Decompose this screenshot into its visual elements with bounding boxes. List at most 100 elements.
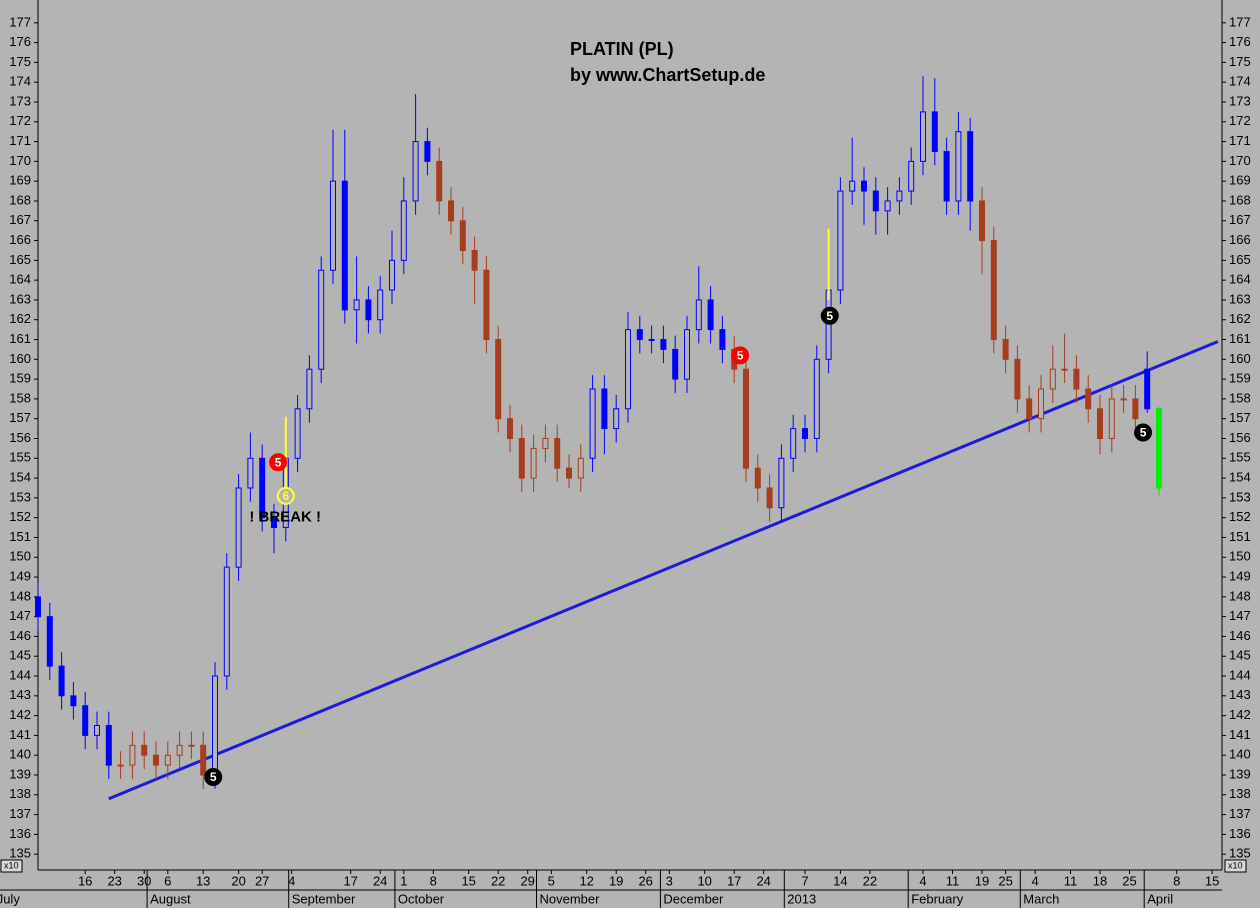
- candle-body: [861, 180, 867, 192]
- candle-body: [365, 299, 372, 321]
- y-tick-label: 157: [1229, 410, 1251, 425]
- y-tick-label: 144: [1229, 667, 1251, 682]
- x-tick-label: 19: [975, 873, 989, 888]
- trend-line: [108, 340, 1219, 801]
- x-tick-label: 23: [107, 873, 121, 888]
- y-tick-label: 168: [9, 192, 31, 207]
- y-tick-label: 141: [9, 727, 31, 742]
- month-label: November: [540, 891, 601, 906]
- x-tick-label: 7: [801, 873, 808, 888]
- x-tick-label: 25: [1122, 873, 1136, 888]
- candle-body: [330, 180, 336, 271]
- y-tick-label: 146: [9, 628, 31, 643]
- y-tick-label: 135: [1229, 846, 1251, 861]
- y-tick-label: 150: [1229, 549, 1251, 564]
- candle-body: [1038, 388, 1044, 420]
- candle-body: [613, 408, 620, 430]
- signal-marker: [204, 767, 223, 786]
- y-tick-label: 151: [1229, 529, 1251, 544]
- candle-body: [837, 190, 844, 291]
- y-tick-label: 166: [9, 232, 31, 247]
- x-tick-label: 13: [196, 873, 210, 888]
- y-tick-label: 152: [9, 509, 31, 524]
- candle-body: [790, 428, 797, 459]
- candle-body: [1061, 368, 1068, 371]
- y-tick-label: 159: [1229, 371, 1251, 386]
- candle-body: [601, 388, 608, 430]
- candle-body: [1049, 368, 1056, 390]
- x-tick-label: 5: [548, 873, 555, 888]
- x-tick-label: 24: [756, 873, 770, 888]
- candle-body: [672, 348, 679, 380]
- x-tick-label: 4: [288, 873, 295, 888]
- candle-body: [648, 339, 655, 342]
- y-tick-label: 155: [9, 450, 31, 465]
- x-tick-label: 8: [430, 873, 437, 888]
- candle-body: [967, 131, 974, 202]
- candle-body: [82, 705, 89, 736]
- candle-body: [105, 725, 112, 766]
- y-tick-label: 165: [9, 252, 31, 267]
- y-tick-label: 149: [9, 568, 31, 583]
- x-tick-label: 11: [1064, 873, 1078, 888]
- x-tick-label: 20: [231, 873, 245, 888]
- x-tick-label: 16: [78, 873, 92, 888]
- unit-box: [1224, 859, 1247, 873]
- candle-body: [471, 249, 478, 271]
- candle-body: [695, 299, 702, 331]
- candle-body: [719, 329, 726, 350]
- x-tick-label: 4: [1031, 873, 1038, 888]
- y-tick-label: 144: [9, 667, 31, 682]
- x-tick-label: 17: [727, 873, 741, 888]
- candle-body: [530, 447, 537, 479]
- y-tick-label: 167: [1229, 212, 1251, 227]
- candle-body: [943, 150, 950, 202]
- candle-body: [389, 259, 395, 291]
- x-tick-label: 15: [1205, 873, 1219, 888]
- candle-body: [542, 437, 549, 449]
- candle-body: [294, 408, 301, 459]
- signal-marker: [269, 453, 288, 472]
- y-tick-label: 156: [9, 430, 31, 445]
- y-tick-label: 176: [9, 34, 31, 49]
- x-tick-label: 8: [1173, 873, 1180, 888]
- candle-body: [94, 725, 100, 736]
- candle-body: [247, 457, 254, 489]
- x-tick-label: 18: [1093, 873, 1107, 888]
- month-label: April: [1147, 891, 1173, 906]
- y-tick-label: 174: [9, 74, 31, 89]
- candle-body: [164, 754, 171, 766]
- x-tick-label: 19: [609, 873, 623, 888]
- candle-body: [412, 141, 419, 202]
- y-tick-label: 165: [1229, 252, 1251, 267]
- candle-body: [176, 744, 183, 756]
- candle-body: [436, 160, 443, 202]
- candle-body: [920, 111, 926, 162]
- y-tick-label: 177: [1229, 14, 1251, 29]
- signal-marker-label: 5: [737, 349, 744, 363]
- candle-body: [318, 269, 325, 370]
- candle-body: [660, 339, 667, 350]
- x-tick-label: 17: [343, 873, 357, 888]
- chart-title: PLATIN (PL): [570, 39, 674, 59]
- month-label: December: [663, 891, 724, 906]
- y-tick-label: 147: [1229, 608, 1251, 623]
- candle-body: [129, 744, 136, 766]
- y-tick-label: 174: [1229, 74, 1251, 89]
- y-tick-label: 175: [1229, 54, 1251, 69]
- candle-body: [1144, 368, 1151, 410]
- y-tick-label: 172: [1229, 113, 1251, 128]
- candle-body: [153, 754, 159, 766]
- y-tick-label: 138: [1229, 786, 1251, 801]
- y-tick-label: 170: [1229, 153, 1251, 168]
- annotation: ! BREAK !: [249, 509, 321, 526]
- y-tick-label: 169: [1229, 173, 1251, 188]
- candle-body: [707, 299, 714, 331]
- candle-body: [778, 457, 785, 509]
- y-tick-label: 163: [9, 291, 31, 306]
- month-label: July: [0, 891, 20, 906]
- candle-body: [802, 428, 808, 439]
- candle-body: [212, 675, 218, 776]
- candle-body: [448, 200, 454, 222]
- candle-body: [35, 596, 41, 618]
